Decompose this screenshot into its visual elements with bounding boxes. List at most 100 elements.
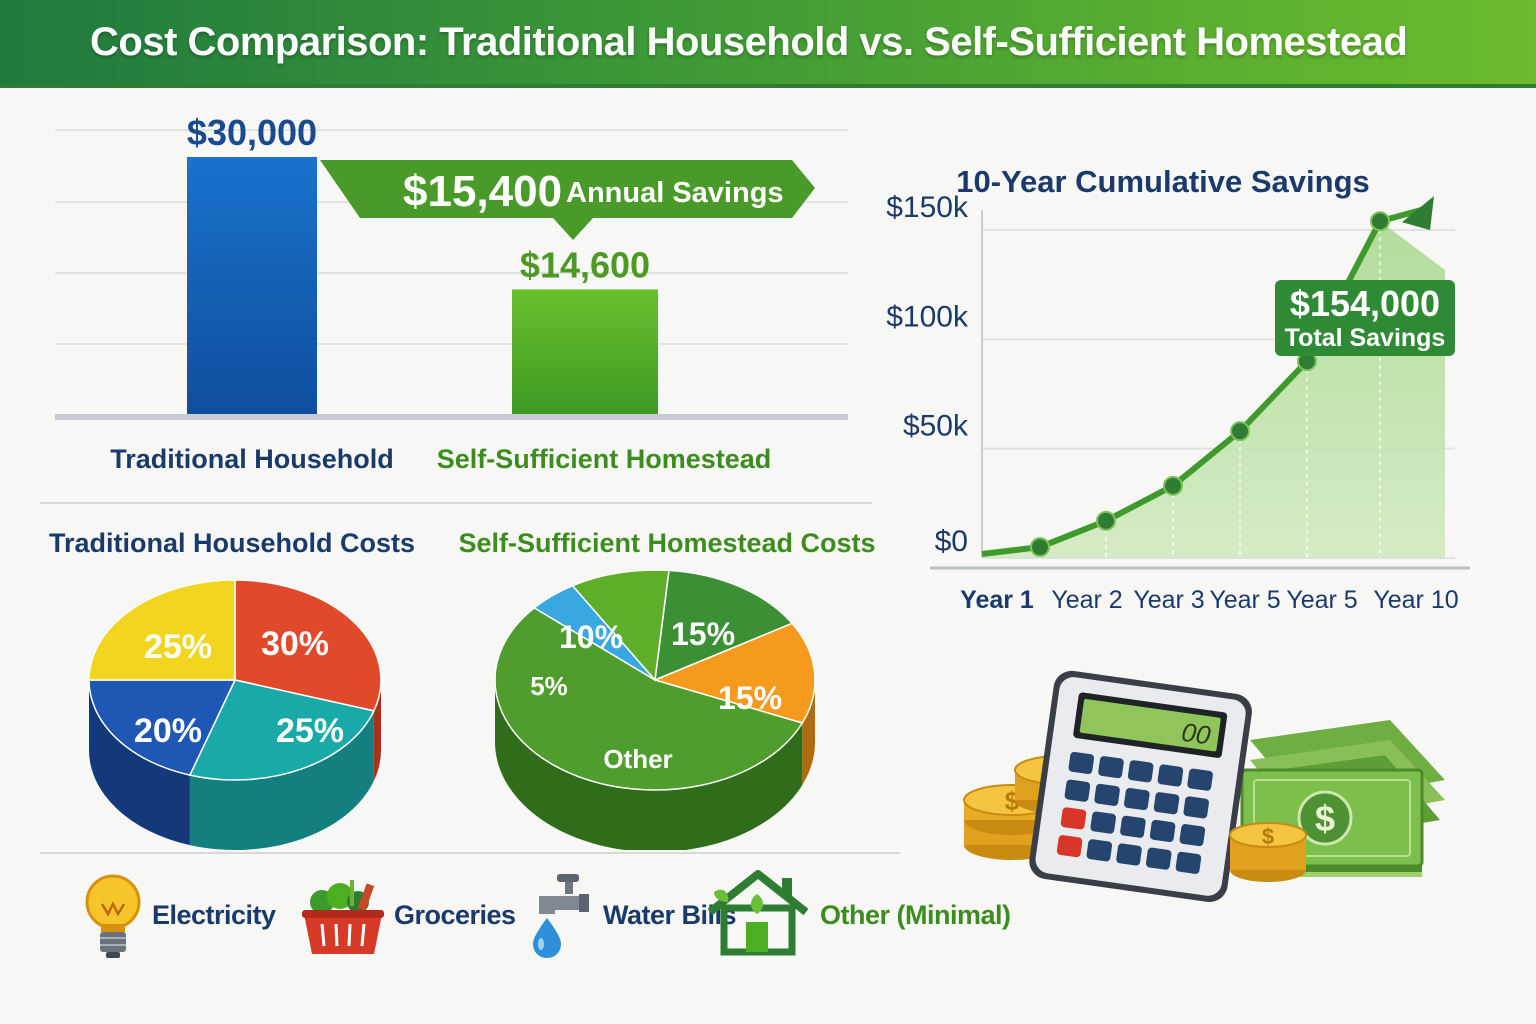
calculator-display: 00 — [1180, 717, 1213, 751]
arrow-head — [1402, 196, 1434, 231]
x-tick-label: Year 5 — [1286, 586, 1357, 614]
header-banner: Cost Comparison: Traditional Household v… — [0, 0, 1536, 88]
legend-label: Groceries — [394, 899, 516, 930]
savings-text: Annual Savings — [566, 177, 784, 209]
pie-slice-label: 15% — [718, 680, 782, 716]
pie-slice — [494, 606, 804, 791]
coin-stack-icon: $ — [1229, 822, 1307, 882]
calculator-key — [1124, 787, 1150, 811]
pie-slice — [652, 622, 816, 724]
x-tick-label: Year 3 — [1133, 586, 1204, 614]
y-tick-label: $100k — [886, 300, 969, 333]
calculator-key — [1098, 756, 1124, 779]
bar — [187, 157, 317, 415]
savings-value: $15,400 — [403, 167, 562, 216]
x-tick-label: Year 10 — [1373, 586, 1458, 614]
calculator-key — [1090, 811, 1116, 834]
annual-savings-callout: $15,400 Annual Savings — [320, 160, 815, 240]
calculator-key — [1153, 792, 1180, 815]
area-fill — [982, 221, 1445, 558]
calculator-key — [1187, 768, 1213, 791]
data-point — [1163, 475, 1183, 496]
section-divider — [40, 502, 872, 504]
y-tick-label: $150k — [886, 191, 969, 224]
pie-title: Traditional Household Costs — [49, 528, 415, 558]
pie-slice-label: 20% — [134, 712, 202, 750]
dollar-sign: $ — [1262, 824, 1274, 849]
page-title: Cost Comparison: Traditional Household v… — [90, 20, 1408, 64]
pie-slice-side — [189, 710, 374, 850]
lightbulb-icon — [85, 874, 141, 958]
cumulative-savings-line-chart: 10-Year Cumulative Savings $0 $50k $100k $1… — [886, 164, 1470, 614]
pie-slice-label: 15% — [671, 616, 735, 652]
calculator-key — [1094, 783, 1120, 806]
calculator-key — [1145, 847, 1172, 870]
calculator-key — [1116, 843, 1142, 866]
pie-slice-side — [373, 680, 381, 781]
calculator-key — [1183, 796, 1209, 819]
calculator-icon: 00 — [1029, 670, 1252, 903]
bar-value-label: $14,600 — [520, 244, 650, 285]
legend-label: Other (Minimal) — [820, 899, 1011, 930]
calculator-key — [1060, 807, 1087, 830]
bar-category-label: Self-Sufficient Homestead — [437, 444, 772, 474]
annual-cost-bar-chart: $15,400 Annual Savings $30,000 Traditiona… — [55, 112, 848, 474]
x-tick-label: Year 1 — [960, 586, 1034, 614]
y-tick-label: $50k — [903, 410, 969, 443]
bar — [512, 289, 658, 415]
calculator-key — [1175, 851, 1202, 874]
legend-item-other: Other (Minimal) — [708, 870, 1011, 960]
pie-slice-label: 25% — [276, 712, 344, 750]
calculator-key — [1086, 839, 1113, 862]
legend-item-groceries: Groceries — [300, 870, 516, 960]
pie-slice-side — [495, 680, 803, 850]
calculator-key — [1068, 751, 1095, 775]
pie-slice-label: 5% — [530, 671, 568, 701]
calculator-key — [1127, 760, 1154, 783]
pie-slice — [88, 579, 236, 681]
pie-title: Self-Sufficient Homestead Costs — [460, 528, 876, 558]
pie-slice — [654, 569, 794, 682]
calculator-key — [1056, 835, 1083, 858]
pie-slice-label: 30% — [261, 625, 329, 663]
house-icon — [708, 870, 809, 956]
legend-item-electricity: Electricity — [82, 870, 276, 960]
pie-slice — [234, 579, 382, 712]
pie-slice — [571, 569, 670, 682]
y-tick-label: $0 — [935, 525, 968, 558]
traditional-costs-pie-chart: Traditional Household Costs 30% 25% 20% 25% — [49, 528, 415, 850]
total-savings-text: Total Savings — [1285, 324, 1446, 352]
section-divider — [40, 852, 900, 854]
pie-slice-side — [802, 680, 815, 785]
baseline — [55, 414, 848, 420]
calculator-key — [1157, 764, 1184, 787]
x-tick-label: Year 2 — [1051, 586, 1122, 614]
line-chart-title: 10-Year Cumulative Savings — [956, 164, 1370, 199]
pie-slice-label: 25% — [144, 628, 212, 666]
total-savings-callout: $154,000 Total Savings — [1275, 280, 1455, 356]
calculator-key — [1120, 815, 1146, 838]
faucet-icon — [533, 874, 589, 958]
basket-icon — [302, 880, 384, 954]
data-point — [1370, 211, 1390, 232]
bar-category-label: Traditional Household — [110, 444, 394, 474]
calculator-money-illustration: $ $ $ 00 $ — [963, 670, 1445, 903]
dollar-sign: $ — [1315, 798, 1335, 839]
series-line — [981, 205, 1429, 557]
bar-value-label: $30,000 — [187, 112, 317, 153]
data-point — [1096, 510, 1116, 531]
calculator-key — [1064, 779, 1091, 802]
calculator-key — [1149, 819, 1176, 842]
legend-item-water-bills: Water Bills — [525, 870, 737, 960]
data-point — [1230, 421, 1250, 442]
homestead-costs-pie-chart: Self-Sufficient Homestead Costs 15% 15% Ot… — [460, 528, 876, 850]
pie-slice — [188, 679, 375, 781]
legend-label: Electricity — [152, 899, 276, 930]
calculator-key — [1179, 824, 1206, 847]
pie-slice — [88, 679, 237, 776]
x-tick-label: Year 5 — [1209, 586, 1280, 614]
pie-slice-side — [89, 680, 190, 846]
pie-slice-label: 10% — [559, 619, 623, 655]
pie-slice-label: Other — [603, 744, 672, 774]
data-point — [1030, 537, 1050, 558]
